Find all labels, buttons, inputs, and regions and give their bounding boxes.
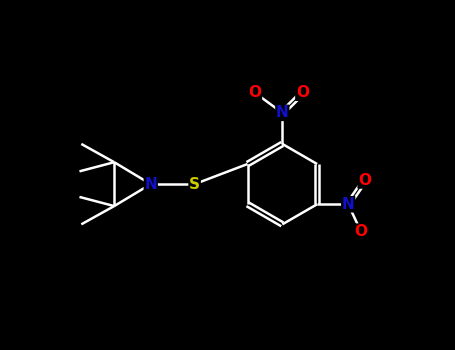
Text: N: N — [342, 197, 354, 212]
Text: N: N — [144, 177, 157, 192]
Text: O: O — [248, 85, 262, 100]
Text: N: N — [276, 105, 289, 120]
Text: O: O — [354, 224, 368, 239]
Text: O: O — [358, 173, 371, 188]
Text: S: S — [189, 177, 200, 192]
Text: O: O — [296, 85, 309, 100]
